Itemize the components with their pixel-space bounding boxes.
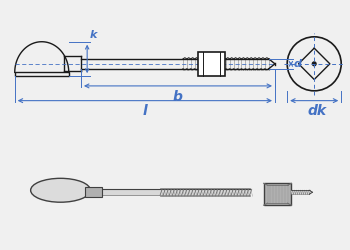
Bar [85, 187, 102, 197]
Text: k: k [90, 30, 97, 40]
Ellipse shape [31, 178, 90, 202]
Text: l: l [142, 104, 147, 118]
Bar [198, 52, 225, 76]
Ellipse shape [51, 187, 69, 194]
Ellipse shape [37, 181, 84, 200]
Ellipse shape [34, 180, 88, 201]
Bar [15, 72, 69, 76]
Text: b: b [173, 90, 183, 104]
Bar [102, 189, 250, 195]
Bar [292, 190, 309, 194]
Ellipse shape [46, 184, 76, 196]
Text: dk: dk [307, 104, 326, 118]
Text: d: d [293, 59, 301, 69]
Ellipse shape [49, 186, 72, 195]
Ellipse shape [40, 182, 82, 199]
Ellipse shape [43, 183, 78, 198]
Circle shape [312, 62, 316, 66]
Bar [264, 183, 292, 205]
